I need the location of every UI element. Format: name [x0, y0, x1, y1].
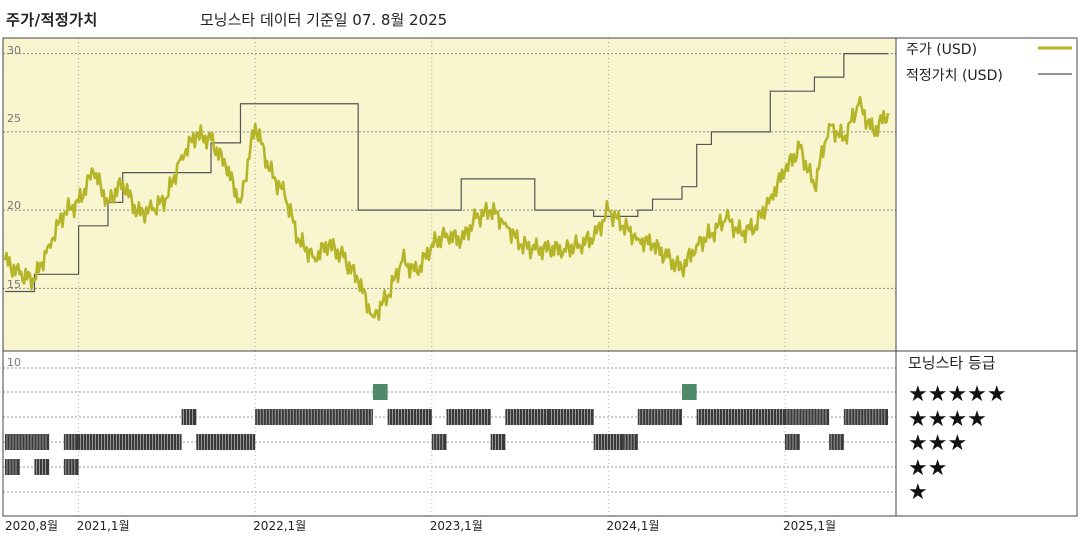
rating-segment-4-star	[637, 409, 682, 425]
rating-segment-4-star	[696, 409, 785, 425]
rating-legend-title: 모닝스타 등급	[908, 354, 996, 372]
rating-panel-bg	[3, 351, 896, 516]
rating-segment-5-star	[372, 384, 388, 400]
rating-bar	[78, 434, 182, 450]
data-date-label: 모닝스타 데이터 기준일 07. 8월 2025	[200, 11, 448, 29]
rating-bar	[387, 409, 432, 425]
rating-bar	[505, 409, 550, 425]
rating-legend-4-stars: ★★★★	[908, 407, 987, 432]
rating-bar	[843, 409, 888, 425]
rating-bar	[549, 409, 594, 425]
ytick-label-rating-10: 10	[7, 356, 21, 369]
rating-segment-2-star	[5, 459, 20, 475]
x-tick-label: 2024,1월	[606, 519, 659, 533]
rating-bar	[372, 384, 388, 400]
rating-segment-4-star	[843, 409, 888, 425]
rating-segment-5-star	[681, 384, 697, 400]
rating-legend-2-stars: ★★	[908, 456, 947, 481]
chart-frame	[2, 37, 1078, 517]
rating-segment-4-star	[387, 409, 432, 425]
rating-bar	[637, 409, 682, 425]
rating-segment-3-star	[784, 434, 800, 450]
rating-bar	[446, 409, 491, 425]
rating-bar	[593, 434, 624, 450]
x-tick-label: 2023,1월	[430, 519, 483, 533]
chart-title: 주가/적정가치	[6, 11, 98, 29]
legend-fair-value-label: 적정가치 (USD)	[906, 68, 1003, 84]
ytick-label-15: 15	[7, 278, 21, 291]
rating-legend-5-stars: ★★★★★	[908, 382, 1007, 407]
x-tick-label: 2020,8월	[5, 519, 58, 533]
rating-segment-4-star	[181, 409, 197, 425]
rating-segment-3-star	[623, 434, 638, 450]
rating-segment-3-star	[593, 434, 624, 450]
legend-price-label: 주가 (USD)	[906, 42, 977, 58]
rating-segment-2-star	[63, 459, 79, 475]
rating-bar	[784, 409, 830, 425]
rating-segment-4-star	[446, 409, 491, 425]
rating-segment-3-star	[829, 434, 844, 450]
rating-bars	[5, 384, 888, 475]
rating-legend-1-star: ★	[908, 480, 928, 505]
rating-legend-3-stars: ★★★	[908, 431, 967, 456]
rating-segment-3-star	[490, 434, 506, 450]
rating-segment-3-star	[431, 434, 447, 450]
price-line	[3, 95, 890, 321]
rating-segment-4-star	[255, 409, 373, 425]
rating-segment-4-star	[549, 409, 594, 425]
ytick-label-20: 20	[7, 199, 21, 212]
rating-bar	[681, 384, 697, 400]
rating-bar	[5, 434, 50, 450]
rating-segment-4-star	[784, 409, 830, 425]
x-tick-label: 2022,1월	[253, 519, 306, 533]
price-panel-bg	[3, 38, 896, 351]
x-tick-label: 2025,1월	[783, 519, 836, 533]
rating-segment-4-star	[505, 409, 550, 425]
rating-segment-3-star	[5, 434, 50, 450]
x-axis-labels: 2020,8월 2021,1월 2022,1월 2023,1월 2024,1월 2025,…	[5, 519, 836, 533]
rating-segment-3-star	[78, 434, 182, 450]
ytick-label-25: 25	[7, 112, 21, 125]
rating-segment-3-star	[196, 434, 256, 450]
rating-segment-3-star	[63, 434, 79, 450]
x-tick-label: 2021,1월	[77, 519, 130, 533]
rating-segment-2-star	[34, 459, 50, 475]
ytick-label-30: 30	[7, 44, 21, 57]
